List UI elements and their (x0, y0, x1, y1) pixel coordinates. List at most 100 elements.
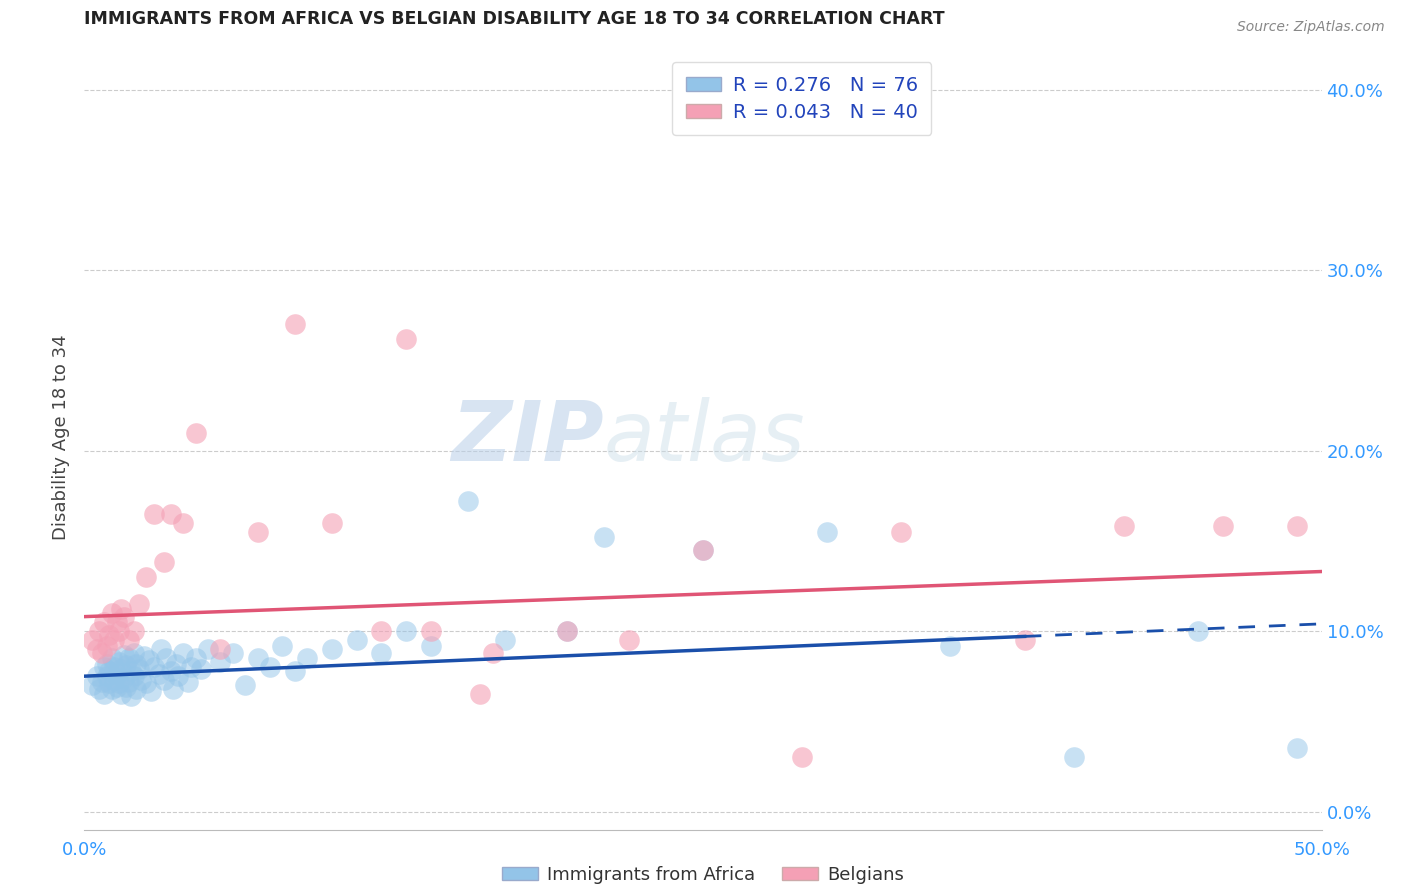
Point (172, 646, 194, 660)
Point (135, 676, 157, 690)
Point (1063, 750, 1085, 764)
Point (555, 624, 578, 638)
Point (100, 606, 122, 620)
Point (135, 570, 157, 584)
Point (125, 681, 148, 696)
Point (152, 556, 174, 570)
Point (93, 687, 115, 701)
Point (457, 494, 479, 508)
Point (815, 524, 838, 539)
Point (692, 542, 714, 557)
Point (96, 669, 118, 683)
Point (80, 633, 103, 648)
Text: Source: ZipAtlas.com: Source: ZipAtlas.com (1237, 20, 1385, 34)
Point (1212, 519, 1234, 533)
Point (1187, 624, 1209, 638)
Point (209, 655, 232, 669)
Point (120, 664, 142, 678)
Point (122, 624, 145, 638)
Point (939, 639, 962, 653)
Point (108, 655, 131, 669)
Y-axis label: Disability Age 18 to 34: Disability Age 18 to 34 (52, 334, 70, 540)
Point (209, 642, 232, 657)
Point (105, 667, 128, 681)
Point (321, 516, 343, 530)
Point (100, 651, 122, 665)
Point (222, 646, 245, 660)
Point (890, 524, 912, 539)
Point (112, 648, 135, 662)
Point (246, 651, 269, 665)
Point (120, 689, 142, 703)
Point (90, 646, 112, 660)
Point (395, 332, 418, 346)
Point (108, 676, 131, 690)
Point (184, 651, 207, 665)
Point (233, 678, 256, 692)
Point (141, 683, 163, 698)
Point (395, 624, 418, 638)
Point (160, 507, 183, 521)
Point (115, 680, 138, 694)
Point (118, 651, 141, 665)
Text: IMMIGRANTS FROM AFRICA VS BELGIAN DISABILITY AGE 18 TO 34 CORRELATION CHART: IMMIGRANTS FROM AFRICA VS BELGIAN DISABI… (84, 10, 945, 28)
Point (80, 678, 103, 692)
Point (494, 633, 516, 648)
Point (470, 687, 492, 701)
Point (419, 624, 441, 638)
Point (346, 633, 368, 648)
Point (370, 624, 392, 638)
Point (105, 680, 128, 694)
Point (155, 651, 177, 665)
Point (197, 642, 219, 657)
Point (112, 671, 135, 685)
Point (103, 673, 125, 687)
Point (129, 673, 152, 687)
Legend: R = 0.276   N = 76, R = 0.043   N = 40: R = 0.276 N = 76, R = 0.043 N = 40 (672, 62, 932, 136)
Point (190, 662, 212, 676)
Point (112, 609, 135, 624)
Point (110, 687, 132, 701)
Point (90, 674, 112, 689)
Point (103, 633, 125, 648)
Point (138, 653, 160, 667)
Point (692, 542, 714, 557)
Point (284, 318, 307, 332)
Point (617, 633, 640, 648)
Point (93, 660, 115, 674)
Point (481, 646, 503, 660)
Point (128, 597, 150, 611)
Point (295, 651, 318, 665)
Point (271, 639, 294, 653)
Point (184, 425, 207, 440)
Point (89, 681, 111, 696)
Point (98, 676, 121, 690)
Point (370, 646, 392, 660)
Point (98, 664, 121, 678)
Point (160, 664, 183, 678)
Point (122, 646, 145, 660)
Point (1285, 741, 1308, 756)
Point (284, 664, 307, 678)
Point (246, 524, 269, 539)
Point (108, 624, 131, 638)
Point (93, 615, 115, 629)
Point (128, 662, 150, 676)
Point (86, 642, 108, 657)
Point (593, 530, 616, 544)
Point (259, 660, 281, 674)
Point (177, 674, 200, 689)
Point (96, 657, 118, 671)
Point (790, 750, 813, 764)
Point (105, 615, 128, 629)
Point (86, 669, 108, 683)
Point (98, 628, 121, 642)
Text: ZIP: ZIP (451, 397, 605, 477)
Point (89, 624, 111, 638)
Point (172, 516, 194, 530)
Point (132, 649, 155, 664)
Point (100, 681, 122, 696)
Point (1014, 633, 1036, 648)
Point (1285, 519, 1308, 533)
Point (118, 633, 141, 648)
